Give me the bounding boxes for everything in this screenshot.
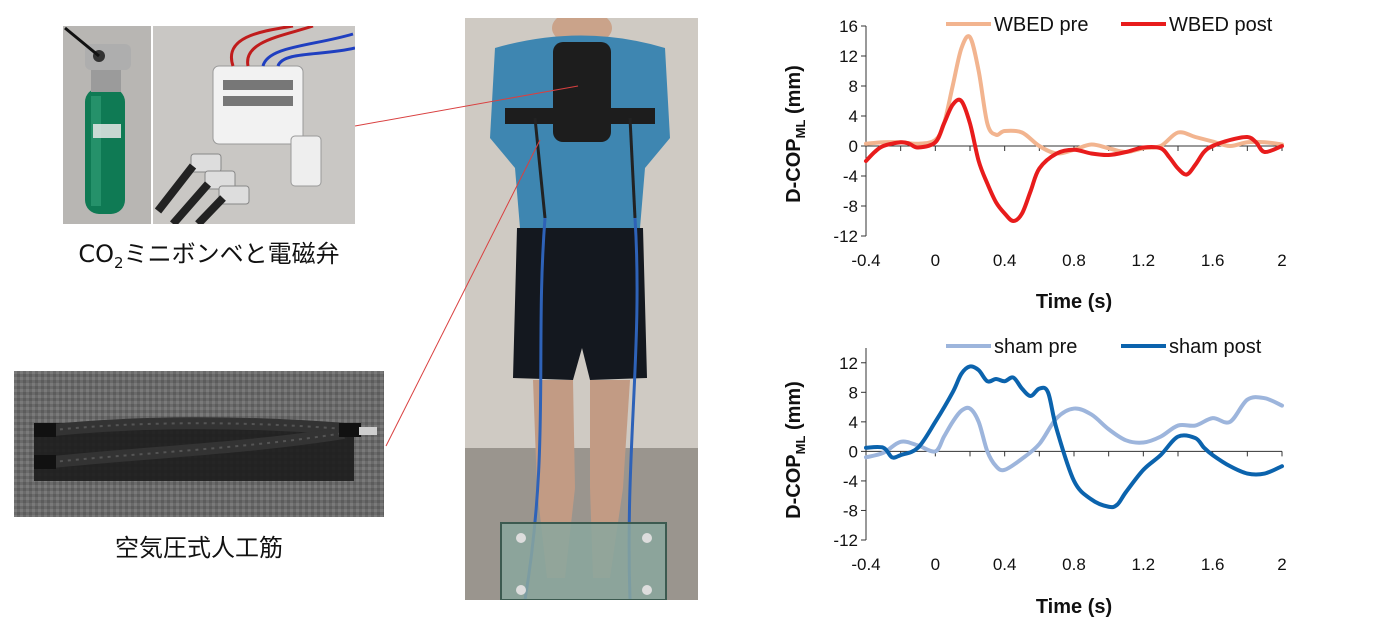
x-tick-label: 1.6 (1201, 251, 1225, 270)
series-line-wbed-post (864, 97, 1284, 223)
x-tick-label: 1.2 (1132, 251, 1156, 270)
y-tick-label: 4 (849, 107, 858, 126)
x-tick-label: -0.4 (851, 555, 880, 574)
photo-co2-cylinder-valve (63, 26, 355, 224)
y-tick-label: -8 (843, 197, 858, 216)
y-tick-label: 4 (849, 413, 858, 432)
photo-subject-back-view (465, 18, 698, 600)
x-tick-label: 0 (931, 251, 940, 270)
chart-sham-legend: sham pre sham post (946, 336, 1262, 358)
x-tick-label: 1.6 (1201, 555, 1225, 574)
chart-wbed-series (864, 34, 1284, 223)
y-tick-label: 0 (849, 442, 858, 461)
x-tick-label: -0.4 (851, 251, 880, 270)
x-tick-label: 0.4 (993, 555, 1017, 574)
legend-label: WBED post (1169, 14, 1273, 36)
y-tick-label: -12 (833, 227, 858, 246)
caption-subscript-2: 2 (114, 253, 124, 272)
x-tick-label: 0 (931, 555, 940, 574)
subject-illustration (465, 18, 698, 600)
x-tick-label: 0.8 (1062, 555, 1086, 574)
legend-label: sham post (1169, 336, 1262, 358)
chart-wbed-y-axis-label: D-COPML (mm) (783, 65, 808, 203)
chart-sham-x-axis-label: Time (s) (1036, 596, 1112, 618)
y-label-main: D-COP (783, 138, 805, 202)
chart-sham-series (864, 364, 1284, 510)
artificial-muscle-illustration (14, 371, 384, 517)
y-tick-label: -4 (843, 472, 858, 491)
y-tick-label: -12 (833, 531, 858, 550)
y-tick-label: 8 (849, 383, 858, 402)
legend-label: sham pre (994, 336, 1077, 358)
pointer-line-muscle-to-leg (385, 139, 541, 447)
y-label-main: D-COP (783, 454, 805, 518)
chart-wbed: -12 -8 -4 0 4 8 12 16 -0.4 0 0.4 0.8 1.2 1.6 2 WBED pr… (783, 14, 1287, 313)
caption-artificial-muscle: 空気圧式人工筋 (115, 534, 283, 562)
photo-artificial-muscle (14, 371, 384, 517)
x-tick-label: 2 (1277, 555, 1286, 574)
x-tick-label: 2 (1277, 251, 1286, 270)
y-tick-label: 12 (839, 354, 858, 373)
chart-sham-axes: -12 -8 -4 0 4 8 12 -0.4 0 0.4 0.8 1.2 1.6 2 (833, 348, 1287, 574)
caption-cylinder-valve-rest: ミニボンベと電磁弁 (123, 240, 340, 268)
chart-wbed-axes: -12 -8 -4 0 4 8 12 16 -0.4 0 0.4 0.8 1.2 1.6 2 (833, 17, 1286, 270)
chart-sham-y-axis-label: D-COPML (mm) (783, 381, 808, 519)
series-line-sham-pre (864, 395, 1284, 473)
series-line-sham-post (864, 364, 1284, 510)
y-tick-label: 0 (849, 137, 858, 156)
pointer-line-valve-to-harness (354, 85, 579, 127)
y-label-sub: ML (793, 436, 808, 455)
caption-cylinder-valve: CO2ミニボンベと電磁弁 (63, 234, 355, 272)
series-line-wbed-pre (864, 34, 1284, 156)
y-tick-label: 8 (849, 77, 858, 96)
y-label-unit: (mm) (783, 381, 805, 435)
x-tick-label: 0.8 (1062, 251, 1086, 270)
y-label-unit: (mm) (783, 65, 805, 119)
cylinder-valve-illustration (63, 26, 355, 224)
x-tick-label: 1.2 (1132, 555, 1156, 574)
y-tick-label: 12 (839, 47, 858, 66)
chart-wbed-x-axis-label: Time (s) (1036, 291, 1112, 313)
y-tick-label: 16 (839, 17, 858, 36)
y-label-sub: ML (793, 120, 808, 139)
legend-label: WBED pre (994, 14, 1088, 36)
x-tick-label: 0.4 (993, 251, 1017, 270)
chart-wbed-legend: WBED pre WBED post (946, 14, 1273, 36)
caption-co: CO (78, 240, 115, 268)
y-tick-label: -4 (843, 167, 858, 186)
y-tick-label: -8 (843, 501, 858, 520)
